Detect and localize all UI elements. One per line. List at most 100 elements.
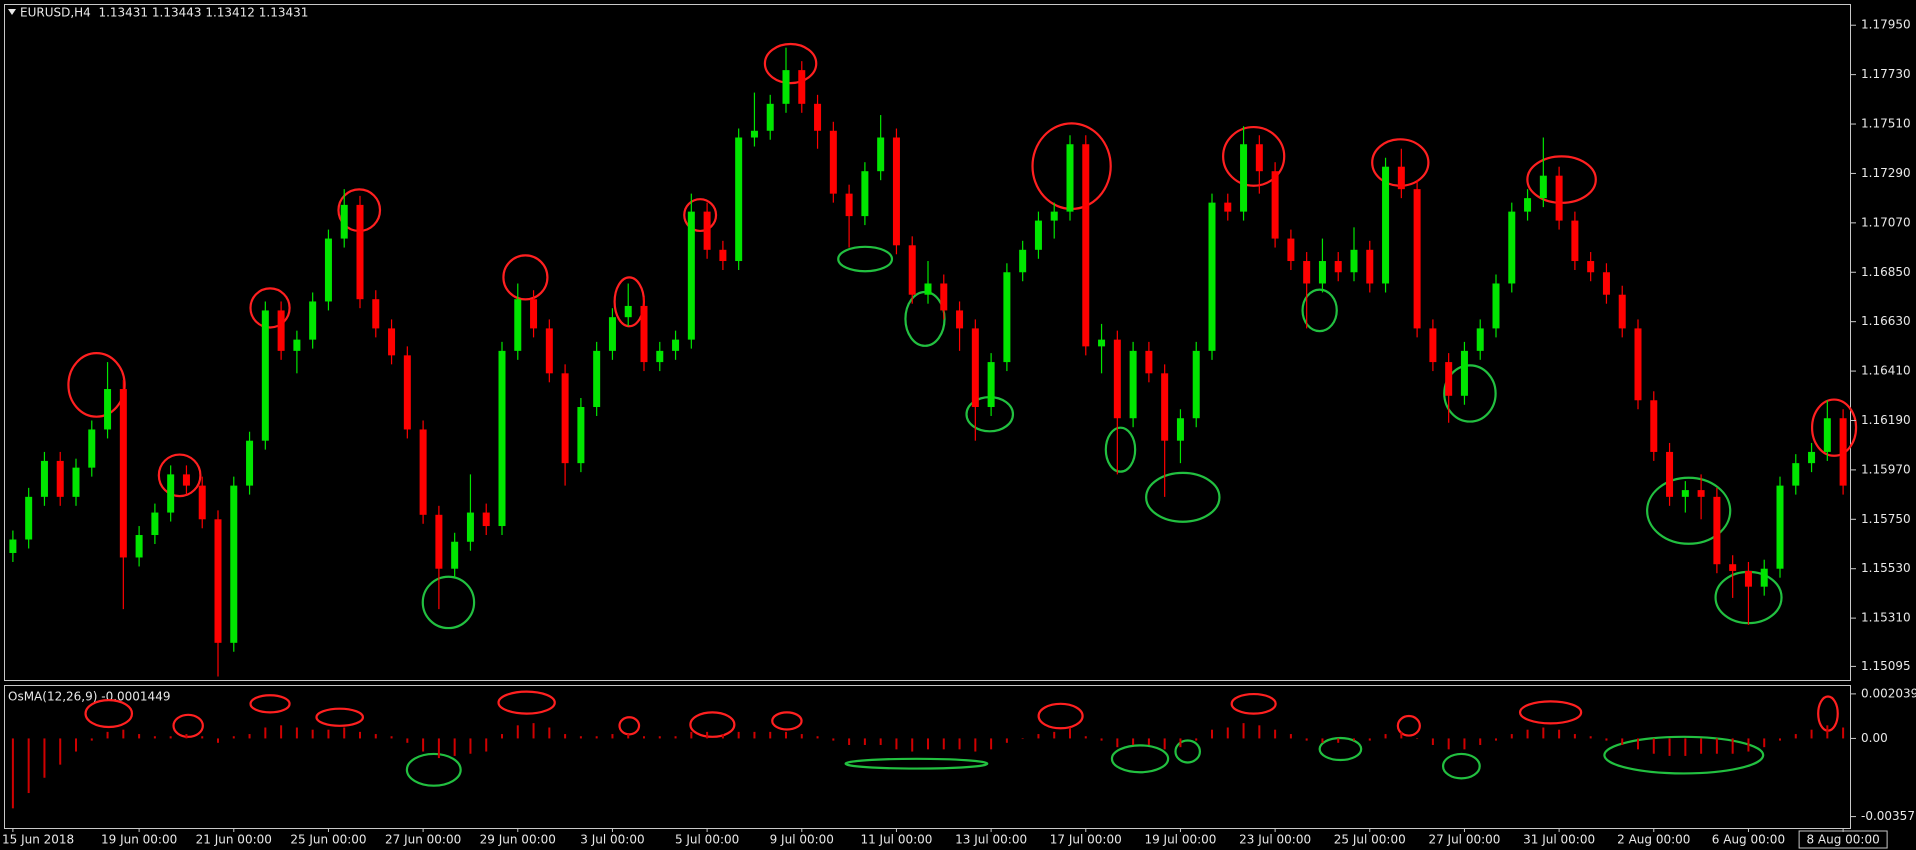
candle-body bbox=[750, 130, 758, 138]
candle-body bbox=[1508, 211, 1516, 284]
candle-body bbox=[766, 103, 774, 131]
osma-bar bbox=[1226, 727, 1229, 739]
candle-body bbox=[624, 305, 632, 318]
osma-bar bbox=[217, 738, 219, 743]
ring bbox=[84, 699, 134, 729]
osma-bar bbox=[1794, 734, 1797, 739]
osma-bar bbox=[721, 734, 724, 739]
y-tick-label: 1.16410 bbox=[1861, 364, 1911, 378]
ring bbox=[172, 713, 204, 738]
osma-bar bbox=[453, 738, 456, 756]
candle-body bbox=[1382, 166, 1390, 284]
osma-bar bbox=[122, 729, 125, 739]
osma-bar bbox=[1353, 738, 1355, 741]
osma-bar bbox=[753, 731, 756, 739]
candle-body bbox=[1019, 249, 1027, 273]
candle-body bbox=[1744, 570, 1752, 587]
osma-bar bbox=[1652, 738, 1655, 754]
osma-bar bbox=[1621, 738, 1624, 745]
osma-bar bbox=[11, 738, 14, 809]
chart-title: EURUSD,H4 1.13431 1.13443 1.13412 1.1343… bbox=[20, 6, 308, 20]
osma-bar bbox=[1258, 725, 1261, 739]
osma-bar bbox=[595, 736, 598, 739]
menu-triangle[interactable] bbox=[8, 9, 16, 15]
osma-bar bbox=[75, 738, 77, 752]
osma-bar bbox=[832, 738, 835, 741]
y-tick-label: 1.17950 bbox=[1861, 18, 1911, 32]
osma-bar bbox=[516, 725, 519, 739]
candle-body bbox=[1839, 418, 1847, 486]
candle-body bbox=[798, 70, 806, 104]
osma-bar bbox=[185, 734, 188, 739]
osma-bar bbox=[643, 736, 645, 739]
osma-bar bbox=[1195, 738, 1198, 741]
candle-body bbox=[1713, 496, 1721, 565]
candle-body bbox=[1003, 272, 1011, 363]
candle-body bbox=[719, 249, 727, 262]
osma-bar bbox=[674, 736, 677, 739]
candle-body bbox=[735, 137, 743, 262]
candle-body bbox=[1587, 261, 1595, 273]
osma-bar bbox=[1274, 729, 1277, 739]
candle-body bbox=[356, 204, 364, 300]
osma-bar bbox=[1400, 731, 1403, 739]
osma-bar bbox=[1763, 738, 1766, 748]
y-tick-label: 1.15095 bbox=[1861, 659, 1911, 673]
ring bbox=[249, 287, 291, 329]
x-tick-label: 9 Jul 00:00 bbox=[770, 833, 834, 847]
osma-bar bbox=[895, 738, 898, 750]
candle-body bbox=[403, 355, 411, 430]
osma-bar bbox=[579, 736, 582, 739]
osma-bar bbox=[548, 727, 551, 739]
candle-body bbox=[1318, 261, 1326, 284]
osma-bar bbox=[769, 731, 772, 739]
osma-bar bbox=[1479, 738, 1482, 745]
y-tick-label: 1.15970 bbox=[1861, 462, 1911, 476]
ring bbox=[1037, 702, 1084, 730]
x-tick-label: 29 Jun 00:00 bbox=[480, 833, 556, 847]
candle-body bbox=[656, 350, 664, 363]
y-tick-label: 1.15310 bbox=[1861, 611, 1911, 625]
osma-bar bbox=[737, 731, 740, 739]
osma-bar bbox=[390, 736, 393, 739]
osma-bar bbox=[1589, 736, 1592, 739]
candle-body bbox=[451, 541, 459, 569]
osma-bar bbox=[1510, 734, 1513, 739]
candle-body bbox=[25, 496, 33, 540]
candle-body bbox=[9, 539, 17, 553]
candle-body bbox=[1697, 490, 1705, 497]
candle-body bbox=[577, 407, 585, 464]
candle-body bbox=[593, 350, 601, 408]
osma-bar bbox=[1289, 734, 1292, 739]
candle-body bbox=[1823, 418, 1831, 452]
osma-bar bbox=[1731, 738, 1734, 754]
osma-bar bbox=[153, 736, 156, 739]
osma-bar bbox=[1021, 738, 1024, 740]
osma-bar bbox=[359, 731, 361, 739]
osma-bar bbox=[406, 738, 409, 743]
osma-bar bbox=[90, 738, 93, 741]
x-tick-label: 15 Jun 2018 bbox=[2, 833, 74, 847]
candle-body bbox=[640, 305, 648, 363]
candle-body bbox=[88, 429, 96, 468]
osma-bar bbox=[1242, 723, 1245, 739]
y-tick-label: 1.15750 bbox=[1861, 512, 1911, 526]
candle-body bbox=[956, 310, 964, 329]
candle-body bbox=[1240, 144, 1248, 212]
candle-body bbox=[892, 137, 900, 246]
candle-body bbox=[877, 137, 885, 172]
osma-bar bbox=[169, 736, 172, 739]
osma-bar bbox=[1147, 738, 1150, 745]
osma-bar bbox=[1305, 738, 1308, 741]
x-tick-label: 3 Jul 00:00 bbox=[580, 833, 644, 847]
ring bbox=[1104, 426, 1137, 473]
x-tick-label: 2 Aug 00:00 bbox=[1617, 833, 1690, 847]
ring bbox=[771, 711, 803, 731]
x-tick-label: 31 Jul 00:00 bbox=[1523, 833, 1595, 847]
osma-bar bbox=[1495, 738, 1497, 741]
osma-bar bbox=[1558, 729, 1561, 739]
ring bbox=[502, 254, 549, 301]
x-tick-label: 27 Jun 00:00 bbox=[385, 833, 461, 847]
osma-bar bbox=[485, 738, 488, 752]
